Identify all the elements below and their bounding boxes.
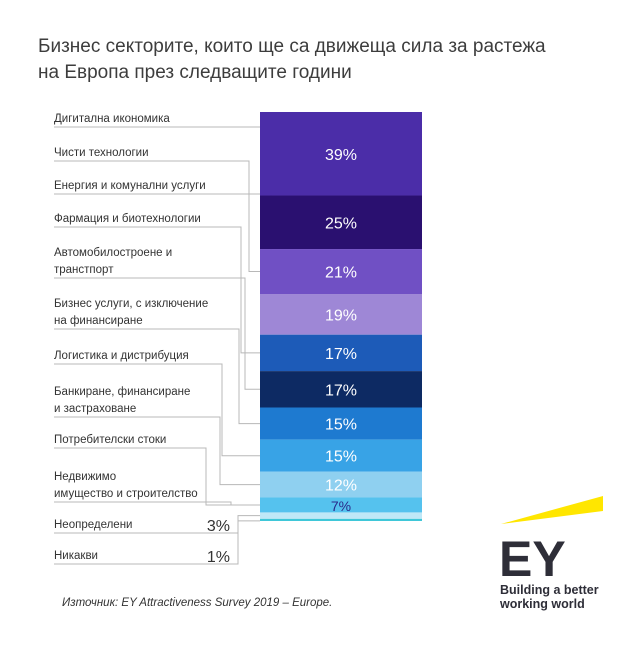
- bar-value-label: 21%: [325, 265, 357, 282]
- category-label: Бизнес услуги, с изключение: [54, 298, 208, 310]
- category-label: Неопределени: [54, 519, 132, 531]
- bar-segment: [260, 371, 422, 408]
- category-label: Дигитална икономика: [54, 113, 170, 125]
- side-value-label: 3%: [207, 518, 230, 535]
- category-label: Логистика и дистрибуция: [54, 350, 189, 362]
- bar-value-label: 19%: [325, 307, 357, 324]
- ey-logo: EY: [499, 496, 603, 587]
- bar-segment: [260, 518, 422, 521]
- side-value-label: 1%: [207, 549, 230, 566]
- connector-line: [54, 363, 260, 457]
- connector-line: [54, 277, 260, 390]
- connector-line: [54, 416, 260, 486]
- category-label: Потребителски стоки: [54, 434, 166, 446]
- category-label: на финансиране: [54, 315, 143, 327]
- connector-line: [54, 520, 260, 565]
- bar-segment: [260, 249, 422, 295]
- bar-value-label: 25%: [325, 215, 357, 232]
- connector-line: [54, 501, 260, 506]
- bar-value-label: 15%: [325, 449, 357, 466]
- ey-beam-icon: [501, 496, 603, 524]
- chart-title-line-1: Бизнес секторите, които ще са движеща си…: [38, 36, 546, 57]
- bar-value-label: 15%: [325, 417, 357, 434]
- category-label: Енергия и комунални услуги: [54, 180, 206, 192]
- bar-value-label: 17%: [325, 346, 357, 363]
- category-label: имущество и строителство: [54, 488, 198, 500]
- category-label: и застраховане: [54, 403, 136, 415]
- bar-segment: [260, 112, 422, 196]
- category-label: Фармация и биотехнологии: [54, 213, 201, 225]
- bar-segment: [260, 294, 422, 335]
- category-label: Недвижимо: [54, 471, 116, 483]
- bar-segment: [260, 407, 422, 440]
- bar-value-label: 39%: [325, 147, 357, 164]
- bar-value-label: 7%: [331, 498, 351, 514]
- bar-segment: [260, 195, 422, 250]
- bar-segment: [260, 471, 422, 498]
- chart-title: Бизнес секторите, които ще са движеща си…: [38, 34, 558, 86]
- bar-value-label: 17%: [325, 382, 357, 399]
- bar-value-label: 12%: [325, 478, 357, 495]
- category-label: транстпорт: [54, 264, 114, 276]
- bar-segment: [260, 334, 422, 372]
- ey-tagline-line-1: Building a better: [500, 583, 599, 597]
- category-label: Чисти технологии: [54, 147, 149, 159]
- connector-line: [54, 226, 260, 354]
- source-note: Източник: EY Attractiveness Survey 2019 …: [62, 597, 333, 609]
- category-label: Автомобилостроене и: [54, 247, 172, 259]
- ey-mark: EY: [499, 531, 566, 587]
- ey-tagline: Building a better working world: [500, 583, 599, 611]
- category-label: Банкиране, финансиране: [54, 386, 190, 398]
- category-label: Никакви: [54, 550, 98, 562]
- bar-segment: [260, 512, 422, 519]
- ey-tagline-line-2: working world: [500, 597, 585, 611]
- connector-line: [54, 160, 260, 273]
- connector-line: [54, 328, 260, 425]
- bar-segment: [260, 439, 422, 472]
- chart-title-line-2: на Европа през следващите години: [38, 62, 352, 83]
- bar-segment: [260, 497, 422, 513]
